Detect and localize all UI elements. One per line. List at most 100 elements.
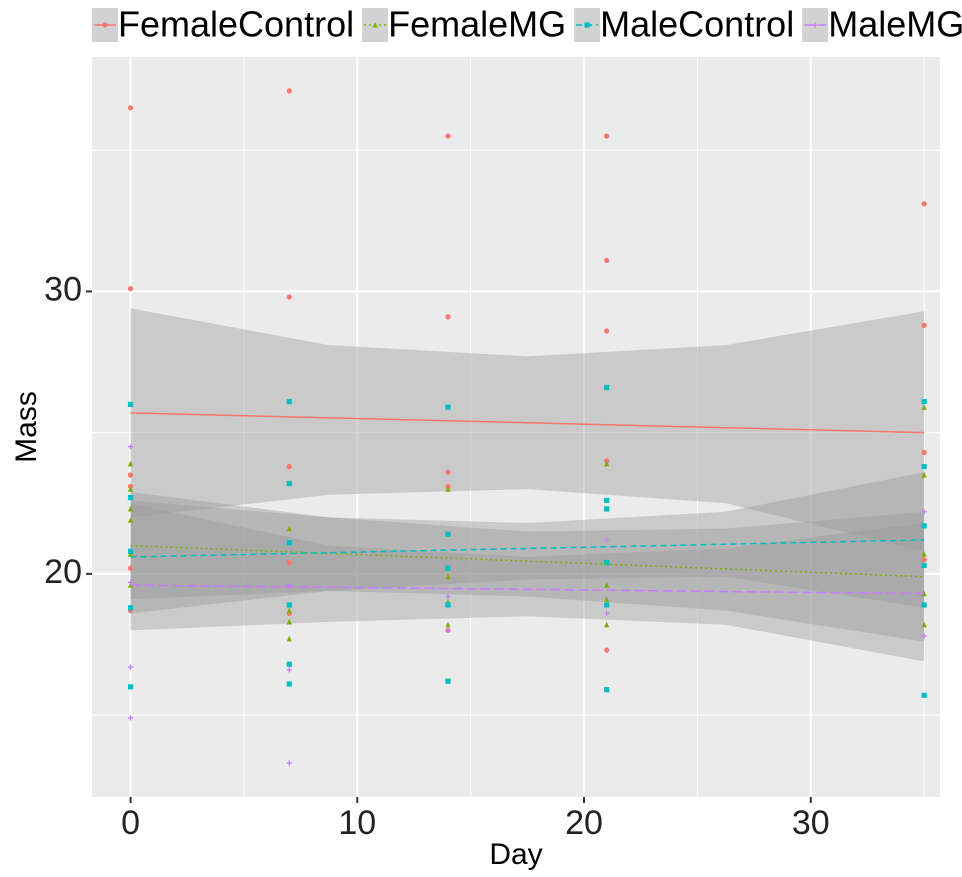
point	[921, 398, 927, 405]
point	[127, 472, 134, 478]
point	[127, 517, 134, 523]
point	[445, 621, 451, 628]
point	[445, 678, 451, 684]
confidence-ribbon	[130, 308, 925, 552]
point	[286, 88, 292, 94]
point	[604, 257, 610, 263]
point	[127, 664, 134, 670]
legend-marker	[372, 21, 378, 28]
point	[604, 506, 610, 512]
legend-label: MaleMG	[828, 4, 962, 45]
point	[445, 573, 451, 580]
point	[445, 469, 451, 475]
confidence-ribbon	[130, 491, 925, 642]
confidence-ribbon	[130, 503, 925, 662]
point	[286, 635, 292, 642]
y-tick-label: 20	[44, 553, 82, 591]
point	[127, 444, 134, 450]
point	[604, 384, 610, 391]
point	[286, 681, 292, 687]
point	[604, 621, 610, 628]
legend-marker	[812, 22, 818, 28]
point	[286, 480, 292, 487]
point	[604, 328, 610, 334]
point	[445, 486, 451, 492]
point	[604, 133, 610, 139]
point	[127, 605, 134, 611]
point	[921, 621, 927, 628]
point	[127, 565, 134, 571]
point	[445, 531, 451, 537]
point	[445, 565, 451, 571]
point	[286, 398, 292, 405]
fit-line	[130, 412, 925, 434]
x-tick-label: 10	[338, 804, 376, 842]
point	[445, 404, 451, 410]
point	[286, 602, 292, 608]
point	[286, 618, 292, 625]
point	[921, 557, 927, 563]
point	[604, 582, 610, 588]
point	[286, 294, 292, 300]
point	[604, 497, 610, 504]
point	[921, 322, 927, 328]
point	[604, 596, 610, 602]
point	[604, 647, 610, 653]
point	[445, 627, 451, 633]
point	[127, 105, 134, 111]
point	[921, 602, 927, 608]
point	[921, 404, 927, 410]
point	[286, 559, 292, 566]
point	[604, 460, 610, 467]
x-axis-title: Day	[489, 838, 542, 871]
point	[921, 509, 927, 515]
point	[604, 602, 610, 608]
point	[445, 593, 451, 600]
point	[604, 687, 610, 693]
point	[286, 525, 292, 532]
point	[286, 607, 292, 614]
fits	[130, 412, 925, 595]
x-tick-label: 0	[121, 804, 140, 842]
y-axis-title: Mass	[10, 391, 43, 463]
point	[127, 495, 134, 501]
legend-label: FemaleControl	[118, 4, 354, 45]
legend: FemaleControl FemaleMG MaleControl MaleMG	[92, 4, 962, 45]
point	[604, 610, 610, 617]
point	[127, 286, 134, 292]
point	[286, 540, 292, 546]
point	[445, 314, 451, 320]
fit-line	[130, 544, 925, 578]
point	[286, 463, 292, 470]
fit-line	[130, 584, 925, 595]
legend-marker	[584, 22, 590, 28]
point	[445, 602, 451, 608]
point	[445, 133, 451, 139]
confidence-ribbon	[130, 472, 925, 614]
point	[921, 201, 927, 207]
point	[127, 505, 134, 512]
point	[127, 715, 134, 721]
point	[127, 460, 134, 467]
point	[604, 537, 610, 543]
ribbons	[130, 308, 925, 662]
point	[921, 633, 927, 639]
points	[127, 88, 927, 766]
point	[921, 471, 927, 478]
x-tick-label: 30	[792, 804, 830, 842]
point	[921, 692, 927, 698]
point	[921, 562, 927, 568]
point	[286, 760, 292, 766]
point	[921, 463, 927, 470]
point	[127, 401, 134, 408]
point	[921, 449, 927, 456]
point	[604, 559, 610, 566]
legend-marker	[102, 22, 108, 28]
point	[127, 548, 134, 554]
point	[921, 550, 927, 557]
point	[127, 579, 134, 585]
panel	[92, 57, 940, 797]
axes: 0 10 20 30 20 30	[44, 270, 830, 842]
point	[127, 684, 134, 690]
point	[286, 667, 292, 673]
